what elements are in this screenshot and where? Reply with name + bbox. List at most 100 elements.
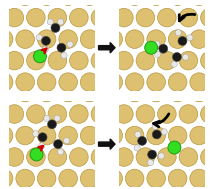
Circle shape — [70, 51, 88, 70]
Circle shape — [80, 0, 99, 5]
Circle shape — [201, 51, 219, 70]
Circle shape — [16, 30, 34, 48]
Circle shape — [190, 83, 208, 102]
Circle shape — [190, 126, 208, 145]
Circle shape — [158, 153, 164, 159]
Circle shape — [115, 51, 133, 70]
Circle shape — [158, 51, 176, 70]
Circle shape — [201, 105, 219, 123]
Circle shape — [37, 169, 56, 188]
Circle shape — [115, 105, 133, 123]
Circle shape — [0, 73, 13, 91]
Circle shape — [158, 105, 176, 123]
Circle shape — [159, 44, 168, 53]
Circle shape — [5, 148, 24, 166]
Circle shape — [168, 141, 181, 154]
Circle shape — [125, 169, 144, 188]
Circle shape — [115, 8, 133, 27]
Circle shape — [168, 0, 187, 5]
Circle shape — [175, 30, 181, 36]
Circle shape — [147, 160, 154, 166]
Circle shape — [104, 126, 122, 145]
Circle shape — [26, 8, 45, 27]
Circle shape — [152, 130, 161, 139]
Circle shape — [42, 46, 48, 53]
Circle shape — [48, 120, 57, 129]
Circle shape — [0, 169, 13, 188]
Circle shape — [70, 8, 88, 27]
Circle shape — [104, 83, 122, 102]
Circle shape — [59, 0, 78, 5]
Circle shape — [0, 30, 13, 48]
Circle shape — [54, 115, 60, 121]
Circle shape — [91, 51, 110, 70]
Circle shape — [37, 83, 56, 102]
Circle shape — [168, 126, 187, 145]
Circle shape — [104, 73, 122, 91]
Circle shape — [26, 148, 45, 166]
Circle shape — [136, 51, 155, 70]
Circle shape — [42, 36, 50, 45]
Circle shape — [59, 73, 78, 91]
Circle shape — [54, 140, 62, 149]
Circle shape — [48, 8, 67, 27]
Circle shape — [26, 105, 45, 123]
Circle shape — [39, 143, 45, 149]
Circle shape — [147, 126, 165, 145]
Circle shape — [138, 136, 147, 145]
Circle shape — [16, 126, 34, 145]
Circle shape — [104, 169, 122, 188]
Circle shape — [48, 105, 67, 123]
Circle shape — [187, 35, 193, 41]
Circle shape — [201, 8, 219, 27]
Circle shape — [34, 50, 46, 63]
Circle shape — [179, 8, 198, 27]
Circle shape — [58, 19, 64, 25]
Circle shape — [36, 34, 42, 40]
Circle shape — [44, 115, 50, 121]
Circle shape — [136, 105, 155, 123]
Circle shape — [190, 169, 208, 188]
Circle shape — [158, 8, 176, 27]
Circle shape — [179, 51, 198, 70]
Circle shape — [30, 148, 43, 161]
Circle shape — [154, 41, 160, 47]
Circle shape — [5, 105, 24, 123]
Circle shape — [190, 30, 208, 48]
Circle shape — [178, 36, 187, 45]
Circle shape — [182, 54, 189, 60]
Circle shape — [179, 105, 198, 123]
Circle shape — [5, 51, 24, 70]
Circle shape — [59, 30, 78, 48]
Circle shape — [158, 148, 176, 166]
Circle shape — [171, 61, 177, 67]
Circle shape — [80, 169, 99, 188]
Circle shape — [125, 73, 144, 91]
Circle shape — [125, 30, 144, 48]
Circle shape — [80, 73, 99, 91]
Circle shape — [67, 41, 73, 47]
Circle shape — [37, 73, 56, 91]
Circle shape — [37, 126, 56, 145]
Circle shape — [16, 83, 34, 102]
Circle shape — [201, 148, 219, 166]
Circle shape — [70, 148, 88, 166]
Circle shape — [147, 169, 165, 188]
Circle shape — [59, 83, 78, 102]
Circle shape — [168, 83, 187, 102]
Circle shape — [168, 73, 187, 91]
Circle shape — [91, 8, 110, 27]
Circle shape — [33, 131, 39, 137]
Circle shape — [47, 19, 53, 25]
Circle shape — [59, 126, 78, 145]
Circle shape — [173, 53, 181, 61]
Circle shape — [37, 0, 56, 5]
Circle shape — [125, 83, 144, 102]
Circle shape — [147, 30, 165, 48]
Circle shape — [59, 169, 78, 188]
Circle shape — [48, 148, 67, 166]
Circle shape — [58, 149, 64, 155]
Circle shape — [16, 0, 34, 5]
Circle shape — [0, 0, 13, 5]
Circle shape — [61, 52, 67, 59]
